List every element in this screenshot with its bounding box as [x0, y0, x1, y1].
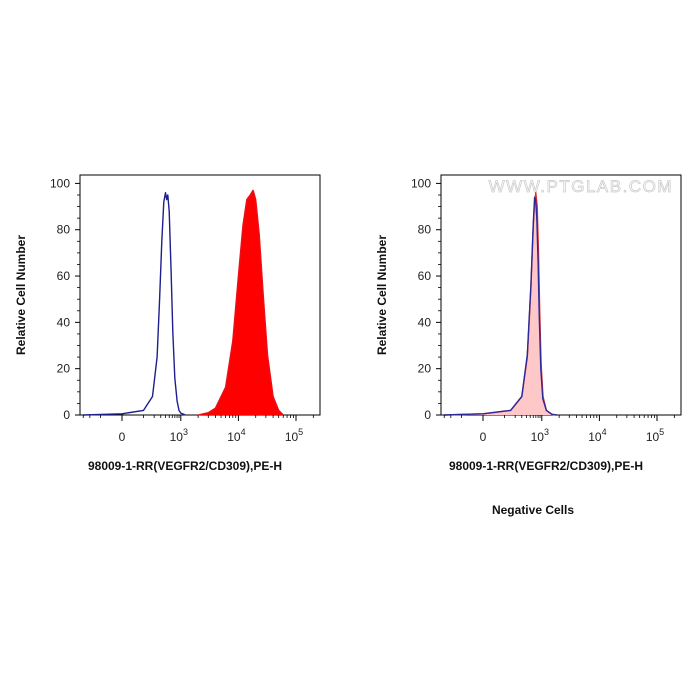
y-tick-label: 40	[418, 315, 432, 329]
y-tick-label: 40	[57, 315, 71, 329]
x-tick-label: 103	[170, 427, 188, 444]
histogram-fill-0	[444, 192, 557, 415]
x-tick-base: 10	[531, 430, 545, 444]
histogram-line-1	[197, 189, 284, 416]
x-tick-label: 105	[646, 427, 664, 444]
y-tick-label: 60	[57, 269, 71, 283]
plot-frame	[440, 174, 682, 416]
panel-subtitle: Negative Cells	[492, 503, 574, 517]
y-tick-label: 0	[424, 408, 431, 422]
y-tick-label: 60	[418, 269, 432, 283]
x-tick-exponent: 5	[659, 427, 664, 437]
x-tick-label: 103	[531, 427, 549, 444]
x-tick-base: 10	[170, 430, 184, 444]
x-tick-base: 10	[227, 430, 241, 444]
x-tick-base: 0	[480, 430, 487, 444]
x-tick-exponent: 5	[298, 427, 303, 437]
y-tick-label: 20	[418, 362, 432, 376]
y-tick-label: 20	[57, 362, 71, 376]
y-axis-label: Relative Cell Number	[14, 235, 28, 355]
histogram-fill-1	[198, 190, 284, 415]
x-tick-base: 10	[285, 430, 299, 444]
y-tick-label: 100	[411, 176, 431, 190]
y-axis-label: Relative Cell Number	[375, 235, 389, 355]
x-tick-exponent: 4	[241, 427, 246, 437]
x-tick-label: 104	[227, 427, 245, 444]
x-tick-label: 105	[285, 427, 303, 444]
watermark-text: WWW.PTGLAB.COM	[489, 177, 673, 196]
y-tick-label: 80	[57, 223, 71, 237]
x-tick-exponent: 3	[183, 427, 188, 437]
histogram-line-0	[83, 192, 186, 416]
histogram-line-1	[444, 196, 557, 416]
x-tick-exponent: 3	[544, 427, 549, 437]
x-tick-label: 104	[588, 427, 606, 444]
y-tick-label: 0	[63, 408, 70, 422]
plot-frame	[79, 174, 321, 416]
x-tick-base: 0	[119, 430, 126, 444]
x-axis-label: 98009-1-RR(VEGFR2/CD309),PE-H	[88, 459, 282, 473]
x-tick-base: 10	[588, 430, 602, 444]
x-tick-label: 0	[480, 430, 487, 444]
y-tick-label: 100	[50, 176, 70, 190]
x-tick-base: 10	[646, 430, 660, 444]
x-axis-label: 98009-1-RR(VEGFR2/CD309),PE-H	[449, 459, 643, 473]
x-tick-label: 0	[119, 430, 126, 444]
y-tick-label: 80	[418, 223, 432, 237]
x-tick-exponent: 4	[602, 427, 607, 437]
